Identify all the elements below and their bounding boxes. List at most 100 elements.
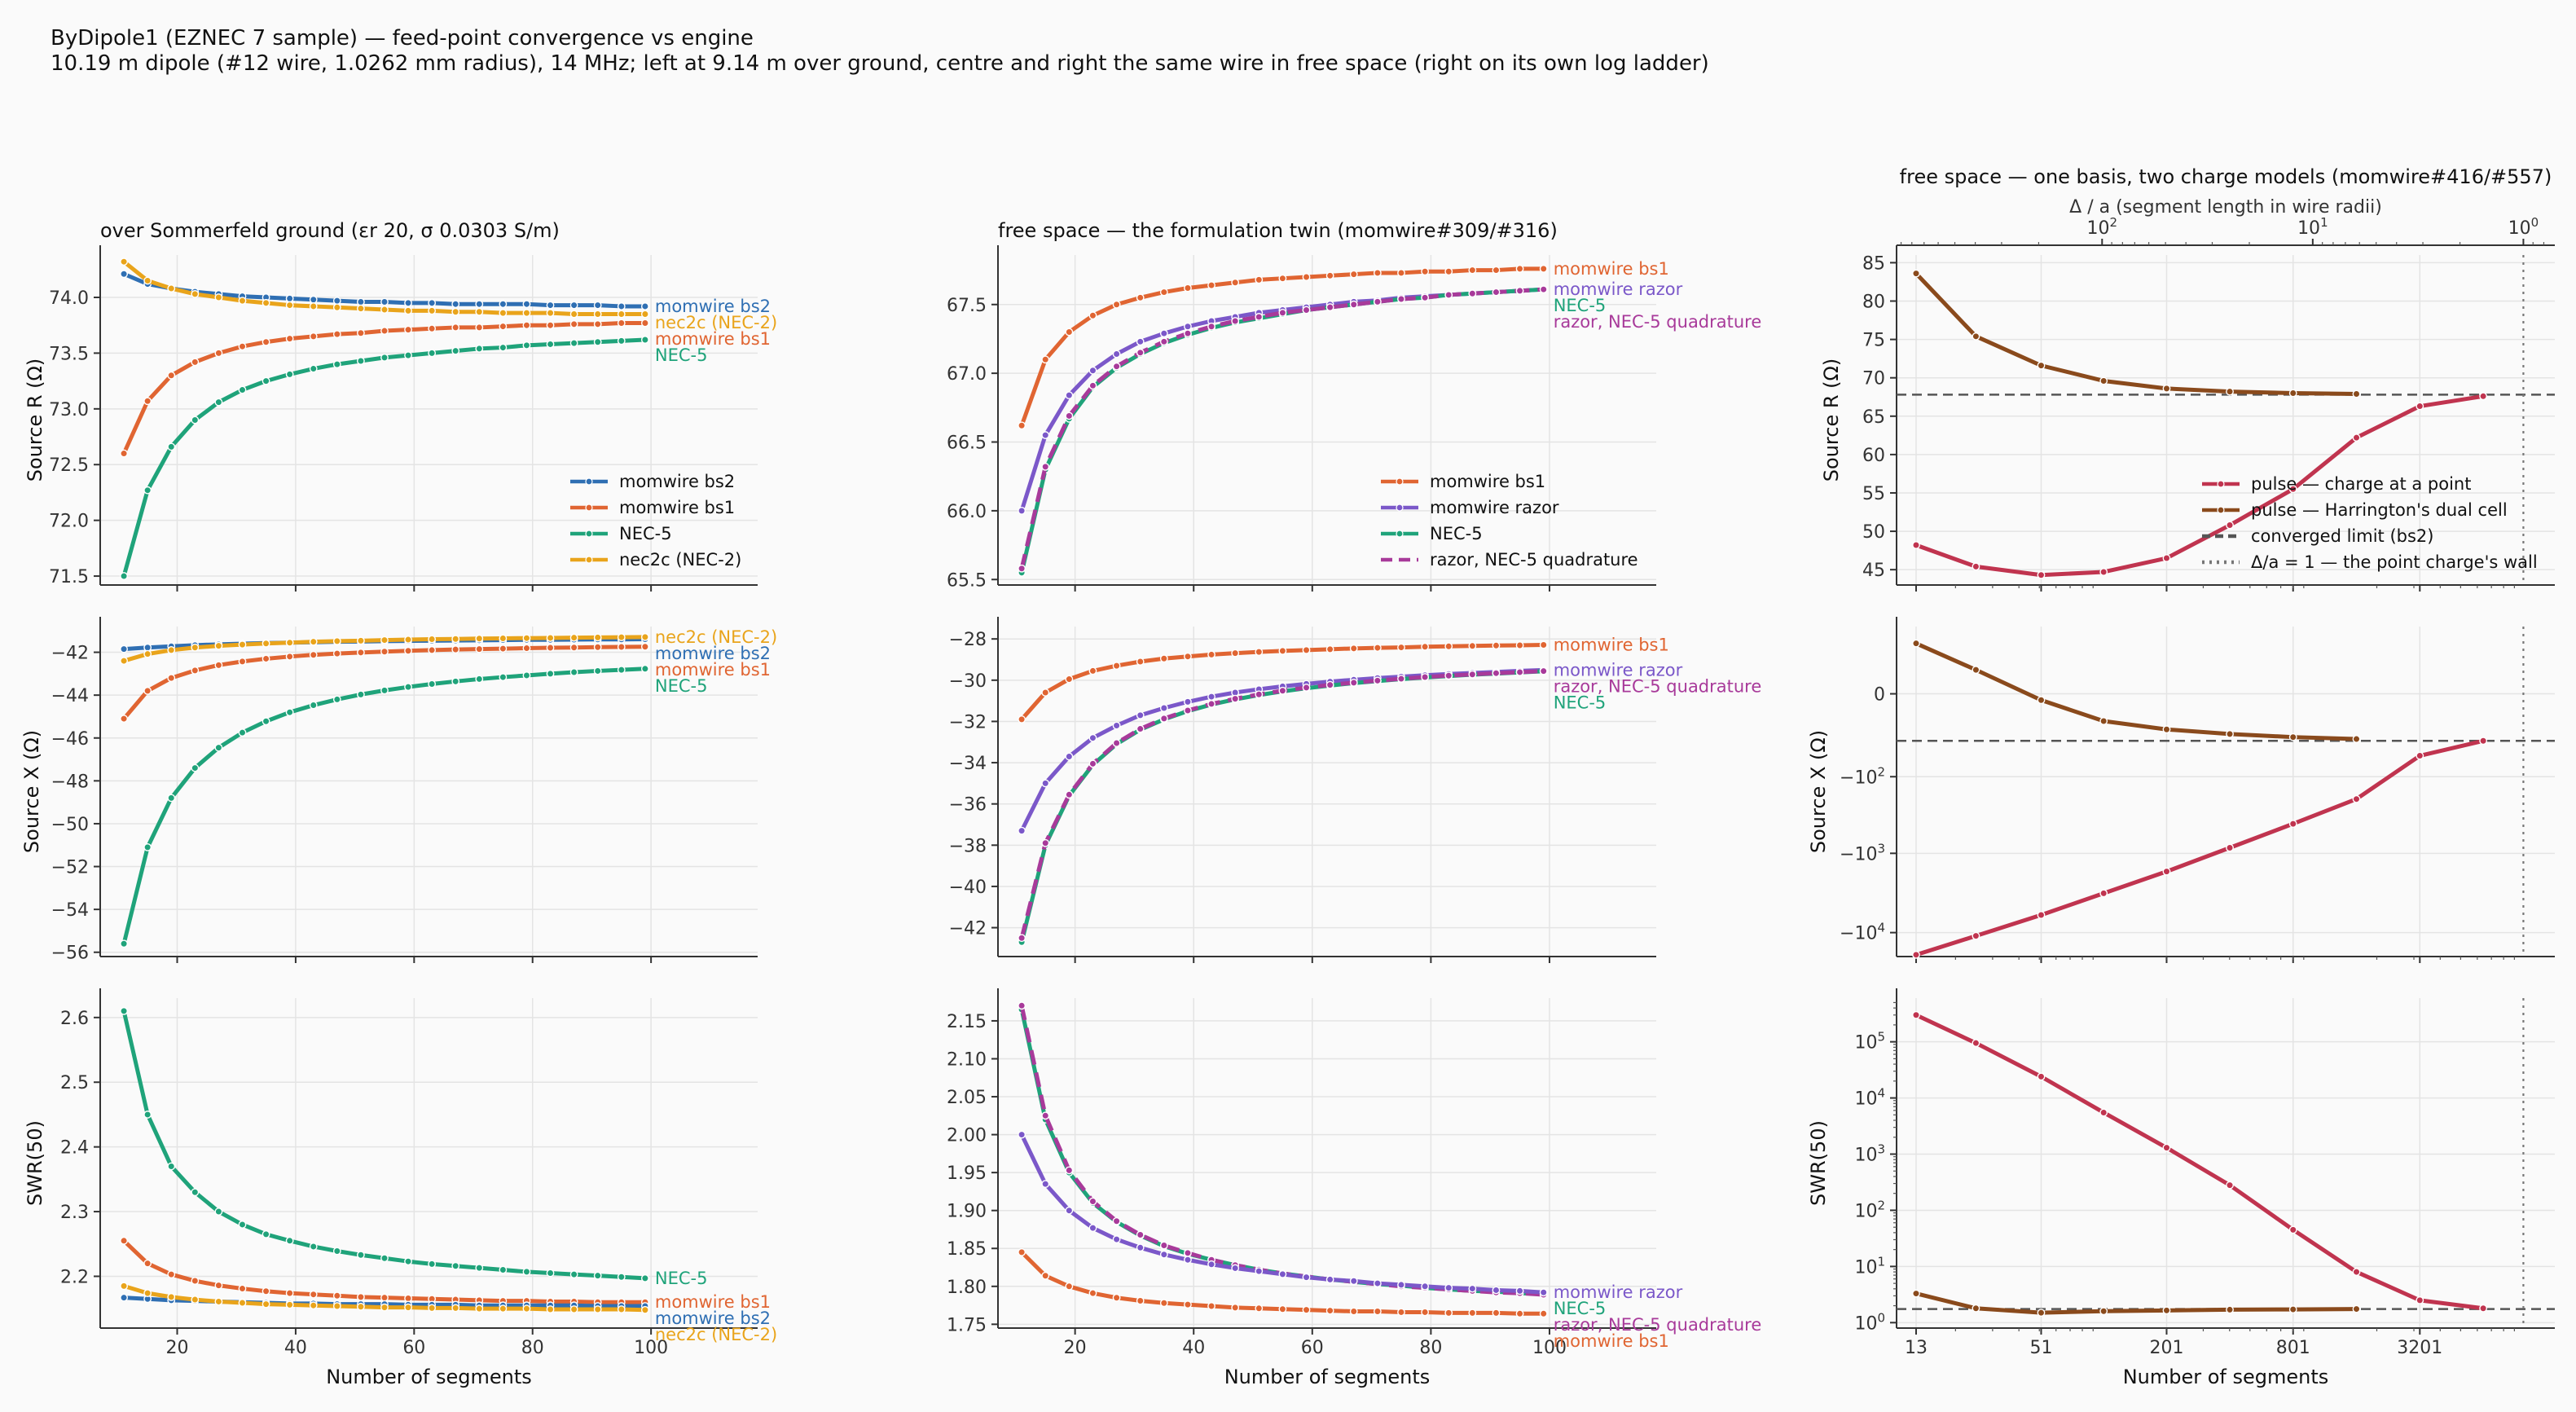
data-point <box>1349 644 1358 653</box>
data-point <box>1018 826 1026 835</box>
data-point <box>1278 646 1287 655</box>
y-tick-label: 70 <box>1862 369 1885 389</box>
x-axis-label: Number of segments <box>326 1366 532 1388</box>
data-point <box>1207 1260 1215 1269</box>
data-point <box>356 636 365 645</box>
data-point <box>1278 1304 1287 1313</box>
data-point <box>451 1304 460 1313</box>
data-point <box>1397 1281 1405 1289</box>
data-point <box>1207 281 1215 290</box>
data-point <box>475 323 484 332</box>
data-point <box>332 636 341 645</box>
data-point <box>1207 650 1215 659</box>
data-point <box>2352 433 2361 442</box>
data-point <box>593 1271 602 1280</box>
data-point <box>167 794 176 803</box>
data-point <box>1302 273 1311 281</box>
series-end-label: razor, NEC-5 quadrature <box>1554 312 1762 332</box>
series-end-label: momwire razor <box>1554 279 1683 299</box>
data-point <box>1159 1241 1168 1250</box>
data-point <box>1972 1039 1980 1048</box>
data-point <box>1041 779 1050 788</box>
data-point <box>428 298 437 307</box>
data-point <box>238 657 247 666</box>
series-line <box>1914 641 2357 741</box>
data-point <box>285 1236 294 1245</box>
y-tick-label: −40 <box>949 878 987 898</box>
data-point <box>1492 1309 1501 1317</box>
data-point <box>380 297 389 306</box>
data-point <box>1421 1282 1430 1291</box>
x-tick-label: 100 <box>634 1338 668 1358</box>
data-point <box>1065 752 1074 761</box>
data-point <box>499 634 508 643</box>
series-pulse_dual <box>1912 269 2361 398</box>
data-point <box>1231 278 1240 287</box>
data-point <box>2099 1307 2108 1316</box>
data-point <box>522 634 531 643</box>
data-point <box>617 666 626 675</box>
y-tick-label: 2.2 <box>60 1267 89 1287</box>
data-point <box>593 337 602 346</box>
data-point <box>214 398 223 407</box>
series-nec5 <box>120 336 649 580</box>
y-tick-label: 101 <box>1854 1254 1885 1278</box>
data-point <box>451 635 460 644</box>
data-point <box>499 1265 508 1274</box>
data-point <box>120 715 128 723</box>
data-point <box>214 743 223 752</box>
data-point <box>1112 300 1121 309</box>
data-point <box>1515 641 1524 649</box>
data-point <box>356 304 365 313</box>
y-tick-label: 103 <box>1854 1142 1885 1166</box>
data-point <box>2099 376 2108 385</box>
data-point <box>569 1270 578 1278</box>
data-point <box>1912 950 1920 959</box>
legend-swatch-marker <box>2217 506 2225 514</box>
data-point <box>404 1294 412 1303</box>
data-point <box>2288 732 2297 741</box>
data-point <box>522 644 531 653</box>
data-point <box>2226 387 2234 396</box>
y-tick-label: −30 <box>949 671 987 692</box>
data-point <box>1539 1309 1548 1318</box>
series-mw_bs1 <box>120 319 649 458</box>
series-razor_quad <box>1018 1001 1548 1299</box>
data-point <box>1184 329 1192 338</box>
data-point <box>1397 675 1405 683</box>
data-point <box>1184 1300 1192 1309</box>
y-tick-label: 0 <box>1874 685 1885 706</box>
y-tick-label: 72.5 <box>49 455 89 476</box>
data-point <box>332 1247 341 1256</box>
data-point <box>1421 267 1430 276</box>
legend-swatch-marker <box>585 504 593 512</box>
data-point <box>1912 1289 1920 1298</box>
data-point <box>1041 1180 1050 1189</box>
data-point <box>309 701 318 710</box>
data-point <box>143 842 152 851</box>
series-nec2c <box>120 1282 649 1314</box>
legend-swatch-marker <box>1396 530 1404 538</box>
y-tick-label: 100 <box>1854 1310 1885 1334</box>
legend-entry: NEC-5 <box>619 524 672 543</box>
series-mw_bs1 <box>120 1236 649 1307</box>
data-point <box>404 683 412 692</box>
data-point <box>143 1289 152 1298</box>
series-line <box>121 666 645 944</box>
y-tick-label: −44 <box>51 686 89 706</box>
data-point <box>1349 1277 1358 1286</box>
legend-swatch-marker <box>2217 480 2225 488</box>
data-point <box>1112 1235 1121 1243</box>
series-mw_bs1 <box>1018 1247 1548 1318</box>
data-point <box>1255 313 1264 321</box>
data-point <box>1184 322 1192 331</box>
data-point <box>428 1260 437 1269</box>
data-point <box>1041 1111 1050 1120</box>
legend-entry: pulse — Harrington's dual cell <box>2251 500 2508 520</box>
data-point <box>191 666 200 675</box>
data-point <box>309 637 318 646</box>
data-point <box>475 1304 484 1313</box>
series-razor <box>1018 1130 1548 1297</box>
